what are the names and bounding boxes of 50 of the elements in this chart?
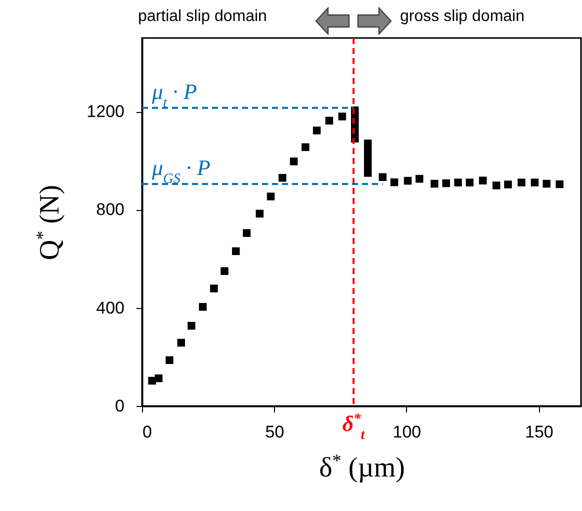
point [504, 180, 512, 188]
point [338, 112, 346, 120]
y-tick-label: 0 [115, 396, 124, 416]
point [430, 180, 438, 188]
point [302, 143, 310, 152]
point [325, 116, 334, 125]
point [220, 267, 228, 275]
point [530, 178, 539, 186]
x-tick-label: 100 [392, 422, 422, 442]
y-tick-label: 1200 [86, 102, 124, 122]
point [454, 178, 462, 186]
point [166, 356, 174, 364]
point [416, 174, 424, 183]
text: gross slip domain [400, 8, 524, 26]
x-tick-label: 150 [525, 422, 554, 442]
point [390, 178, 398, 186]
x-tick-label: 0 [142, 422, 152, 442]
point [188, 322, 196, 330]
point [466, 178, 474, 186]
point [210, 284, 218, 292]
point [266, 192, 275, 200]
point [364, 146, 372, 155]
point [232, 247, 240, 256]
x-tick-label: 50 [265, 422, 284, 442]
y-tick-label: 800 [96, 200, 124, 220]
x-axis-title: δ$^{*}$ (µm) [319, 450, 405, 484]
point [154, 374, 163, 382]
point [404, 176, 412, 185]
point [198, 303, 207, 311]
point [378, 173, 387, 181]
point [177, 338, 186, 347]
point [479, 176, 487, 184]
point [256, 210, 264, 218]
point [278, 174, 286, 182]
y-tick-label: 400 [96, 298, 124, 318]
series-label: μ$_{GS}$ · P [151, 154, 210, 187]
point [518, 178, 526, 186]
point [492, 182, 500, 190]
point [556, 180, 564, 188]
point [542, 180, 550, 188]
series-label: μ$_{t}$ · P [151, 78, 197, 111]
point [290, 158, 298, 166]
point [364, 162, 372, 170]
point [442, 179, 450, 188]
point [312, 126, 321, 134]
text: partial slip domain [138, 8, 267, 26]
point [148, 376, 156, 385]
point [364, 140, 372, 148]
point [364, 169, 372, 177]
point [242, 229, 251, 237]
